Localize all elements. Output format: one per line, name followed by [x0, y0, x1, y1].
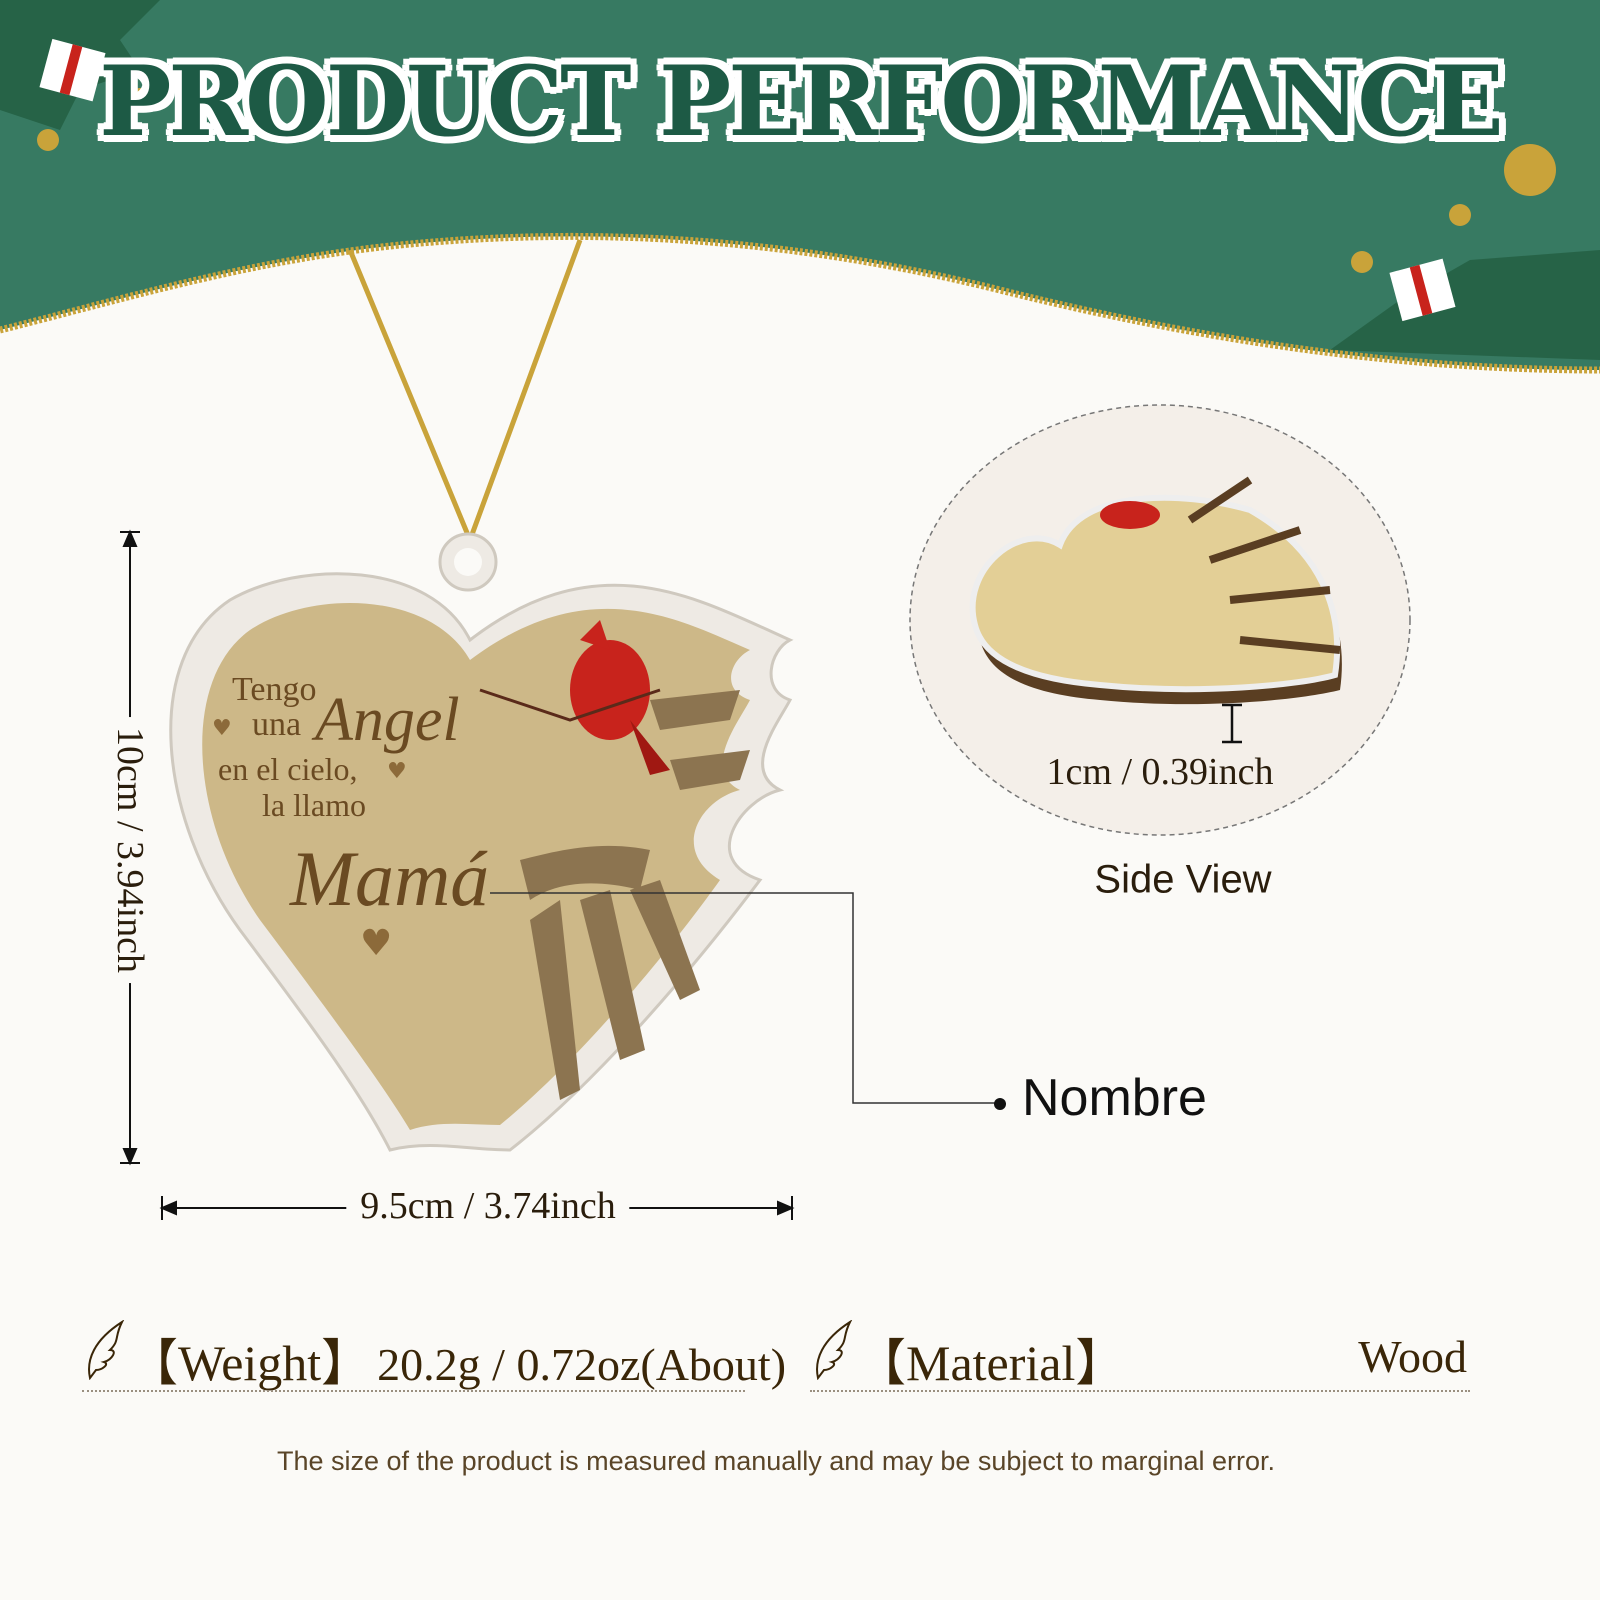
engraving-line: la llamo [262, 787, 366, 823]
nombre-label: Nombre [1022, 1069, 1207, 1127]
wing-icon [816, 1320, 853, 1380]
engraving-line: una [252, 706, 301, 743]
page-title: PRODUCT PERFORMANCE [99, 45, 1504, 158]
svg-text:♥: ♥ [387, 759, 407, 784]
cardinal-icon [479, 620, 670, 775]
svg-text:♥: ♥ [360, 923, 392, 964]
divider [82, 1390, 745, 1392]
divider [810, 1390, 1470, 1392]
weight-value: 20.2g / 0.72oz(About) [377, 1339, 787, 1390]
wing-feathers [520, 690, 750, 1100]
material-value: Wood [1358, 1331, 1467, 1382]
heart-icon: ♥ ♥ ♥ [212, 716, 407, 964]
height-label: 10cm / 3.94inch [108, 717, 152, 983]
gift-box-icon [39, 38, 1456, 322]
side-view-title: Side View [1094, 857, 1272, 902]
nombre-callout-line [490, 892, 1000, 1104]
callout-dot [994, 1098, 1006, 1110]
weight-spec: 【Weight】 20.2g / 0.72oz(About) [84, 1320, 786, 1395]
material-label: 【Material】 [856, 1335, 1126, 1391]
header-banner [0, 0, 1600, 374]
engraving-line: Tengo [232, 671, 317, 708]
thickness-label: 1cm / 0.39inch [1046, 751, 1274, 793]
measurement-footnote: The size of the product is measured manu… [277, 1446, 1275, 1476]
engraving-name: Mamá [289, 835, 489, 922]
material-spec: 【Material】 [812, 1320, 1125, 1395]
engraving-line: Angel [311, 686, 460, 754]
gold-string [347, 239, 583, 541]
wing-icon [88, 1320, 125, 1380]
side-view-ornament [969, 476, 1342, 705]
width-label: 9.5cm / 3.74inch [346, 1184, 630, 1228]
ornament-ball-icon [37, 88, 1556, 273]
weight-label: 【Weight】 [128, 1335, 372, 1391]
svg-text:♥: ♥ [212, 716, 232, 741]
engraving-line: en el cielo, [218, 751, 357, 787]
thickness-dimension-icon [1222, 703, 1242, 744]
